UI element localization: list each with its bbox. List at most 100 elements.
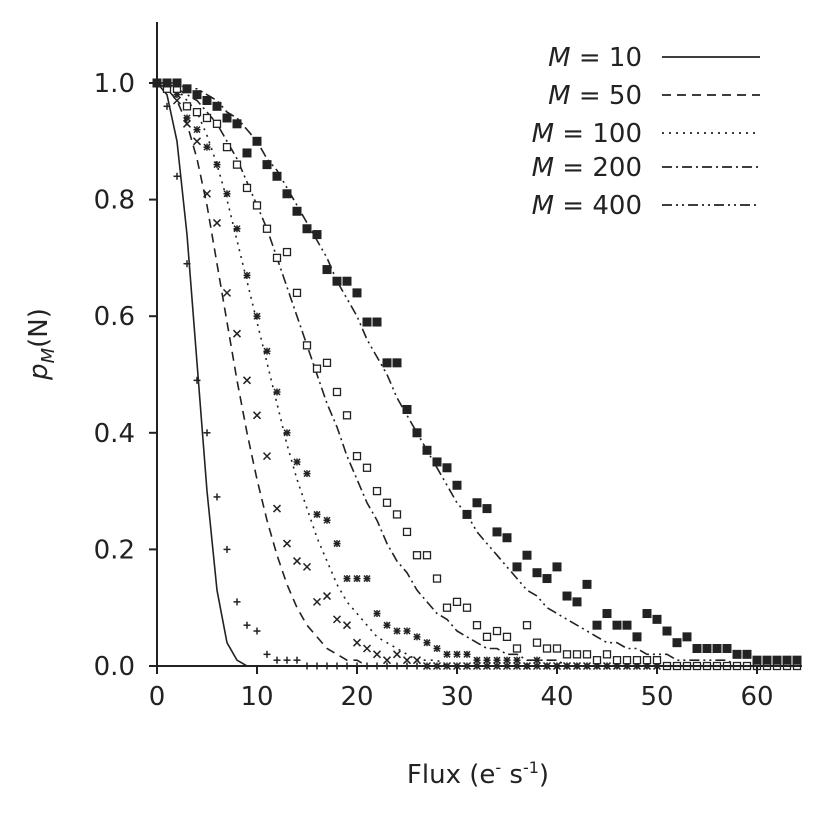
data-point: [372, 650, 382, 659]
data-point: [552, 644, 562, 653]
data-point: [612, 620, 622, 630]
data-point: [392, 358, 402, 368]
data-point: [282, 539, 292, 548]
data-point: [212, 101, 222, 111]
data-point: [772, 655, 782, 665]
data-point: [242, 376, 252, 385]
data-point: [372, 486, 382, 496]
data-point: [332, 387, 342, 397]
data-point: [213, 161, 221, 169]
data-point: [212, 119, 222, 128]
data-point: [192, 137, 202, 146]
data-point: [342, 411, 352, 420]
data-point: [312, 230, 322, 240]
data-point: [273, 656, 281, 664]
data-point: [202, 95, 212, 105]
data-point: [262, 160, 272, 170]
data-point: [542, 644, 552, 653]
data-point: [483, 656, 491, 664]
y-axis-title: pM(N): [24, 308, 59, 381]
data-point: [242, 148, 252, 158]
x-tick-label: 50: [640, 682, 673, 712]
data-point: [562, 650, 572, 659]
data-point: [762, 655, 772, 665]
data-point: [292, 288, 302, 298]
data-point: [353, 575, 361, 583]
series-line: [156, 82, 797, 667]
data-point: [183, 114, 191, 122]
data-point: [302, 224, 312, 234]
data-point: [732, 649, 742, 659]
data-point: [432, 457, 442, 467]
data-point: [742, 649, 752, 659]
data-point: [382, 656, 392, 665]
data-point: [422, 551, 432, 560]
data-point: [263, 347, 271, 355]
data-point: [383, 621, 391, 629]
data-point: [442, 463, 452, 473]
data-point: [292, 206, 302, 216]
data-point: [702, 644, 712, 654]
x-axis-title: Flux (e- s-1): [407, 758, 549, 790]
data-point: [432, 574, 442, 583]
data-point: [292, 557, 302, 566]
data-point: [502, 533, 512, 543]
data-point: [522, 621, 532, 630]
data-point: [233, 598, 241, 606]
data-point: [252, 411, 262, 420]
legend-label: M = 100: [532, 119, 642, 149]
data-point: [382, 498, 392, 507]
data-point: [352, 451, 362, 461]
data-point: [243, 271, 251, 279]
data-point: [662, 626, 672, 636]
series-line: [157, 82, 797, 667]
x-tick-label: 30: [440, 682, 473, 712]
data-point: [282, 189, 292, 199]
series-line: [157, 82, 797, 667]
data-point: [642, 656, 652, 665]
data-point: [482, 632, 492, 641]
data-point: [403, 627, 411, 635]
series-line: [156, 82, 797, 667]
data-point: [253, 627, 261, 635]
data-point: [382, 358, 392, 368]
y-tick-label: 0.4: [94, 419, 135, 449]
data-point: [393, 627, 401, 635]
data-point: [332, 615, 342, 624]
data-point: [562, 591, 572, 601]
data-point: [203, 143, 211, 151]
data-point: [283, 429, 291, 437]
y-tick-label: 0.0: [94, 652, 135, 682]
data-point: [232, 119, 242, 129]
data-point: [183, 260, 191, 268]
data-point: [222, 288, 232, 297]
data-point: [322, 358, 332, 367]
data-point: [252, 136, 262, 146]
x-tick-label: 40: [540, 682, 573, 712]
data-point: [262, 452, 272, 461]
data-point: [522, 550, 532, 560]
data-point: [502, 632, 512, 641]
data-point: [282, 247, 292, 257]
data-point: [233, 225, 241, 233]
data-point: [272, 253, 282, 263]
data-point: [752, 655, 762, 665]
data-point: [343, 575, 351, 583]
y-tick-label: 0.2: [94, 535, 135, 565]
data-point: [452, 480, 462, 490]
y-tick-label: 0.6: [94, 302, 135, 332]
data-point: [472, 621, 482, 630]
data-point: [792, 655, 802, 665]
y-tick-label: 0.8: [94, 186, 135, 216]
data-point: [592, 620, 602, 630]
y-tick-label: 1.0: [94, 69, 135, 99]
data-point: [352, 288, 362, 298]
data-point: [182, 119, 192, 128]
data-point: [402, 656, 412, 665]
data-point: [172, 96, 182, 105]
data-point: [283, 656, 291, 664]
data-point: [482, 504, 492, 514]
data-point: [222, 142, 232, 152]
data-point: [462, 509, 472, 519]
